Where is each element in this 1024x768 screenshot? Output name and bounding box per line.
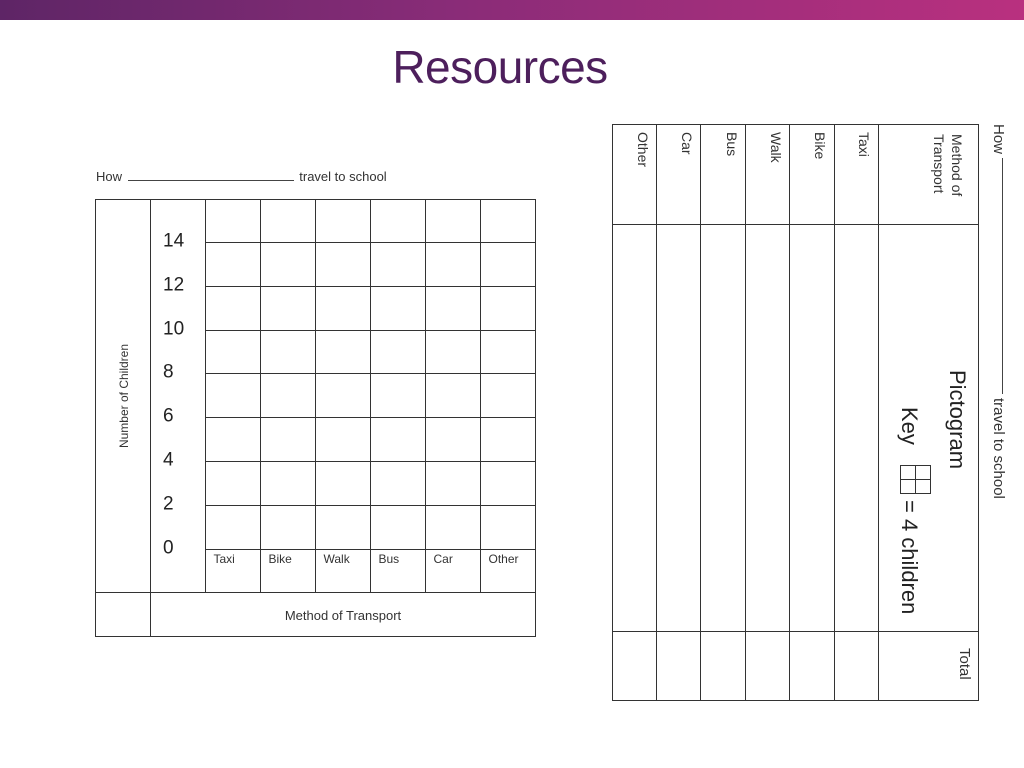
pictogram-row-label-taxi: Taxi <box>856 132 872 157</box>
key-grid-icon <box>900 465 931 494</box>
bar-x-axis-label: Method of Transport <box>285 608 402 623</box>
pictogram-title: Pictogram <box>945 370 970 470</box>
pictogram-key-label: Key <box>897 407 922 445</box>
category-label-bike: Bike <box>269 552 293 566</box>
y-tick-label: 0 <box>163 538 174 559</box>
pictogram-row-label-other: Other <box>635 132 651 168</box>
bar-sheet-heading: How travel to school <box>96 169 387 184</box>
y-tick-label: 12 <box>163 275 184 296</box>
category-label-car: Car <box>434 552 453 566</box>
slide-title: Resources <box>392 41 608 93</box>
bar-heading-blank[interactable] <box>127 170 294 181</box>
pictogram-sheet-heading: How travel to school <box>990 124 1007 499</box>
category-label-taxi: Taxi <box>214 552 235 566</box>
pictogram-key-value: = 4 children <box>897 500 922 615</box>
pictogram-table-lines <box>612 124 979 701</box>
pictogram-total-label: Total <box>956 648 973 680</box>
pictogram-outer-border <box>612 124 979 701</box>
pictogram-header-line2: Transport <box>931 134 947 194</box>
top-accent-bar <box>0 0 1024 20</box>
y-tick-label: 4 <box>163 450 174 471</box>
category-label-walk: Walk <box>324 552 351 566</box>
pictogram-heading-prefix: How <box>990 124 1007 155</box>
bar-heading-prefix: How <box>96 169 123 184</box>
bar-heading-suffix: travel to school <box>299 169 387 184</box>
y-tick-label: 8 <box>163 362 174 383</box>
pictogram-header-cell: Method of Transport <box>930 134 966 196</box>
category-label-other: Other <box>489 552 519 566</box>
pictogram-header-line1: Method of <box>949 134 965 197</box>
pictogram-row-label-bike: Bike <box>812 132 828 160</box>
pictogram-row-label-car: Car <box>679 132 695 155</box>
pictogram-worksheet: Taxi Bike Walk Bus Car Other Method of Transp… <box>612 124 1007 702</box>
y-tick-label: 6 <box>163 406 174 427</box>
y-tick-label: 14 <box>163 231 185 252</box>
bar-y-axis-label: Number of Children <box>117 344 131 448</box>
y-tick-label: 10 <box>163 319 184 340</box>
y-tick-label: 2 <box>163 494 174 515</box>
pictogram-row-label-bus: Bus <box>724 132 740 157</box>
pictogram-row-label-walk: Walk <box>768 132 784 163</box>
pictogram-heading-suffix: travel to school <box>990 398 1007 499</box>
pictogram-heading-blank[interactable] <box>994 158 1003 395</box>
category-label-bus: Bus <box>379 552 400 566</box>
